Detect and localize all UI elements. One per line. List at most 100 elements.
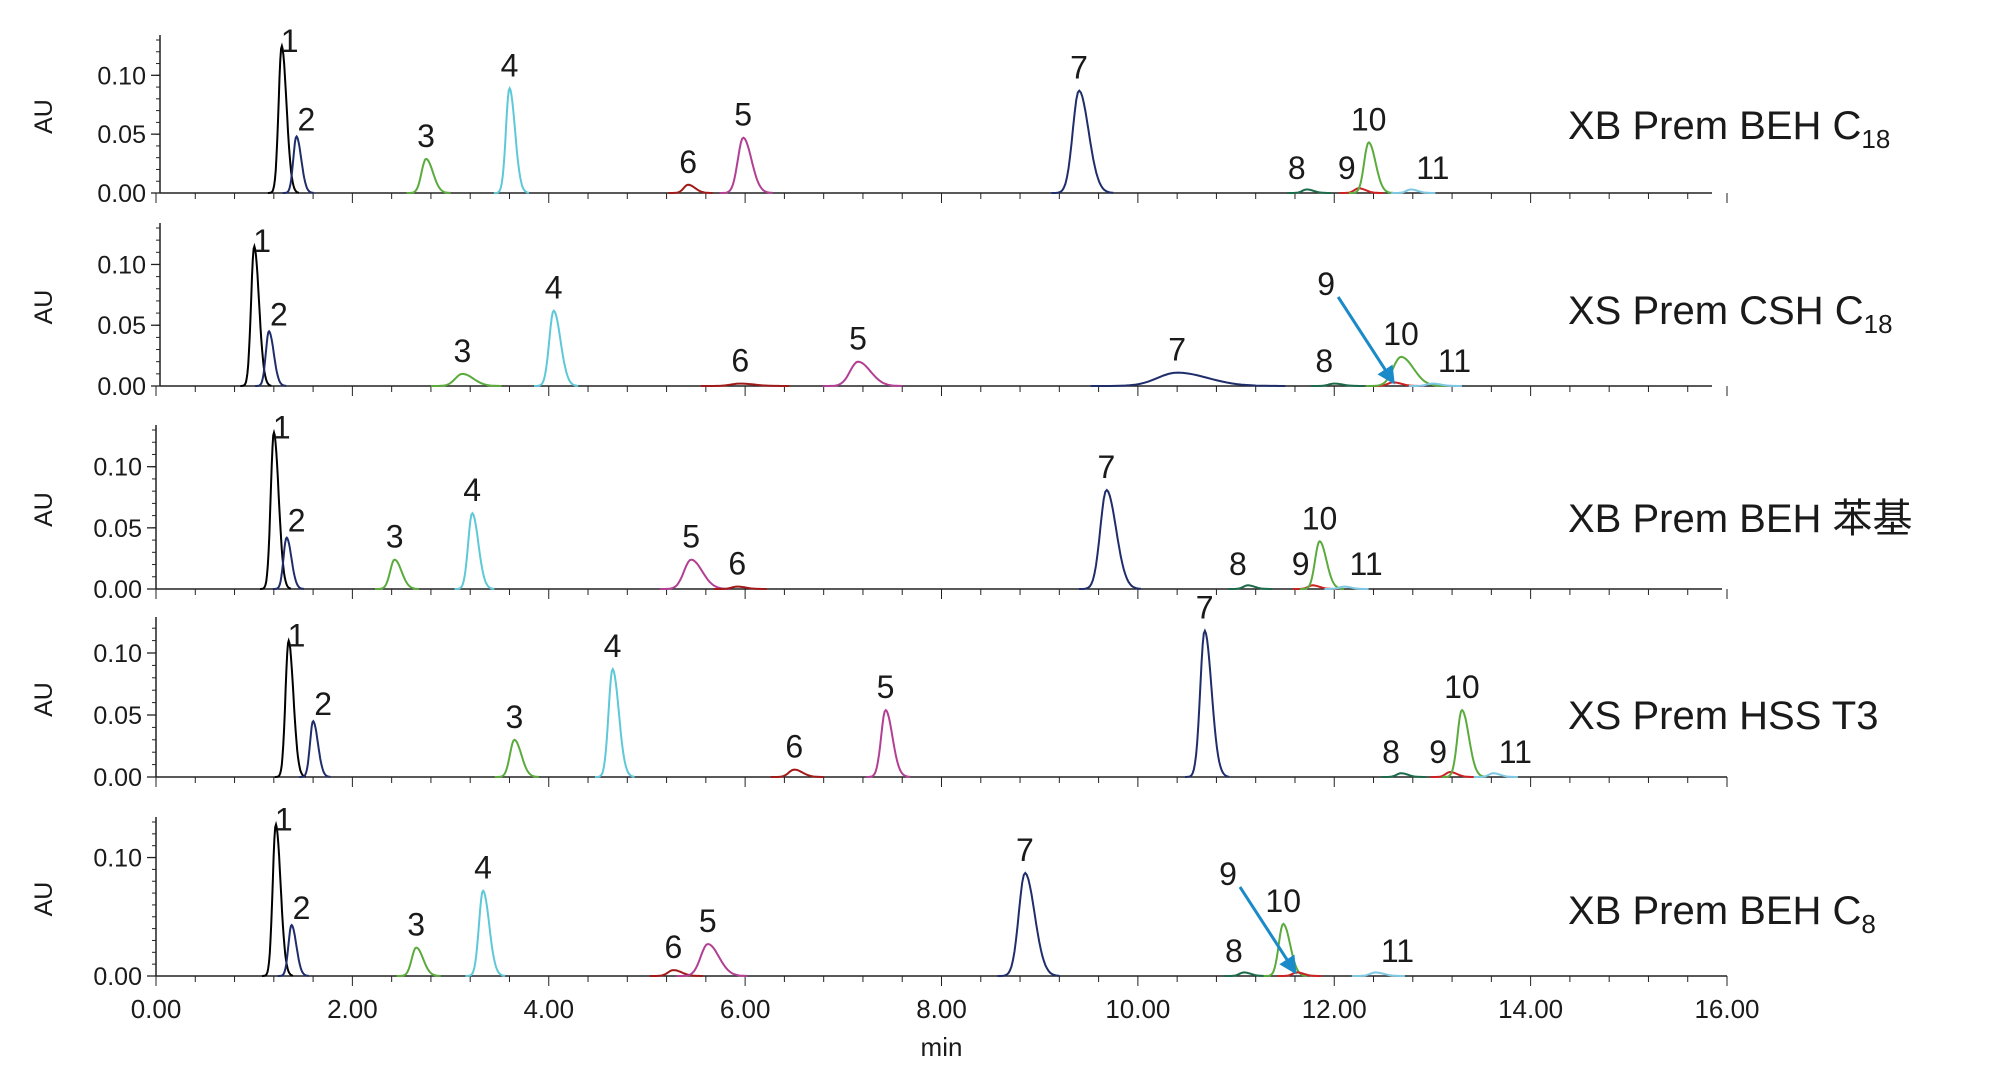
peak-trace-8 (1228, 584, 1273, 590)
peak-label-6: 6 (679, 144, 697, 180)
peak-label-6: 6 (731, 343, 749, 379)
x-tick-label: 10.00 (1105, 994, 1170, 1024)
peak-label-1: 1 (275, 801, 293, 837)
peak-trace-5 (719, 136, 773, 194)
x-tick-label: 4.00 (523, 994, 574, 1024)
peak-trace-9 (1277, 971, 1322, 977)
peak-trace-8 (1381, 772, 1426, 778)
y-tick-label: 0.00 (93, 576, 142, 604)
peak-label-5: 5 (682, 519, 700, 555)
peak-label-8: 8 (1315, 343, 1333, 379)
peak-label-5: 5 (877, 669, 895, 705)
peak-label-9: 9 (1338, 150, 1356, 186)
peak-label-10: 10 (1265, 883, 1301, 919)
peak-trace-4 (454, 511, 495, 590)
peak-label-2: 2 (270, 296, 288, 332)
peak-trace-10 (1299, 540, 1345, 590)
peak-trace-2 (282, 134, 314, 194)
peak-label-5: 5 (734, 97, 752, 133)
peak-label-9: 9 (1219, 856, 1237, 892)
x-tick-label: 6.00 (720, 994, 771, 1024)
peak-trace-2 (277, 923, 309, 977)
peak-label-9: 9 (1429, 734, 1447, 770)
y-tick-label: 0.00 (97, 180, 146, 208)
peak-label-11: 11 (1381, 933, 1414, 969)
y-tick-label: 0.10 (97, 251, 146, 279)
peak-label-6: 6 (665, 929, 683, 965)
peak-trace-3 (494, 738, 539, 778)
peak-trace-5 (865, 708, 911, 778)
peak-trace-4 (594, 667, 635, 778)
peak-label-5: 5 (699, 903, 717, 939)
y-tick-label: 0.00 (93, 963, 142, 991)
peak-label-4: 4 (463, 472, 481, 508)
y-tick-label: 0.05 (97, 312, 146, 340)
y-axis-title: AU (30, 290, 58, 325)
peak-label-4: 4 (545, 270, 563, 306)
peak-trace-8 (1224, 971, 1269, 977)
peak-label-6: 6 (785, 729, 803, 765)
peak-trace-4 (534, 309, 579, 387)
peak-trace-3 (375, 558, 420, 590)
y-tick-label: 0.10 (93, 845, 142, 873)
peak-trace-10 (1365, 355, 1446, 387)
peak-trace-11 (1391, 188, 1436, 194)
peak-trace-11 (1473, 772, 1518, 778)
peak-label-7: 7 (1196, 590, 1214, 626)
y-tick-label: 0.10 (93, 454, 142, 482)
y-tick-label: 0.05 (97, 121, 146, 149)
peak-label-11: 11 (1438, 343, 1471, 379)
peak-label-9: 9 (1317, 266, 1335, 302)
peak-trace-7 (997, 871, 1060, 977)
peak-label-8: 8 (1288, 150, 1306, 186)
peak-trace-6 (713, 585, 767, 590)
peak-label-4: 4 (474, 850, 492, 886)
peak-label-2: 2 (288, 503, 306, 539)
peak-trace-6 (770, 768, 824, 778)
x-tick-label: 16.00 (1694, 994, 1759, 1024)
peak-trace-10 (1442, 708, 1487, 778)
peak-label-5: 5 (849, 321, 867, 357)
peak-label-2: 2 (314, 686, 332, 722)
peak-trace-2 (299, 719, 331, 778)
peak-trace-2 (255, 329, 287, 387)
peak-label-10: 10 (1351, 101, 1387, 137)
peak-trace-11 (1324, 585, 1369, 590)
peak-trace-11 (1408, 382, 1462, 387)
peak-label-2: 2 (293, 890, 311, 926)
x-tick-label: 8.00 (916, 994, 967, 1024)
peak-label-7: 7 (1070, 50, 1088, 86)
peak-trace-1 (260, 428, 292, 590)
peak-trace-2 (272, 536, 304, 590)
peak-trace-9 (1339, 187, 1384, 194)
peak-9-arrow (1238, 886, 1297, 975)
panel-title: XS Prem CSH C18 (1568, 289, 1893, 339)
y-tick-label: 0.05 (93, 515, 142, 543)
peak-trace-1 (267, 42, 300, 194)
peak-label-6: 6 (728, 546, 746, 582)
peak-label-4: 4 (501, 47, 519, 83)
peak-trace-7 (1185, 628, 1230, 778)
peak-label-10: 10 (1444, 669, 1480, 705)
peak-label-3: 3 (417, 118, 435, 154)
peak-label-2: 2 (298, 102, 316, 138)
peak-9-arrow (1336, 296, 1395, 385)
peak-trace-10 (1349, 141, 1394, 194)
y-tick-label: 0.00 (97, 373, 146, 401)
panel-title: XB Prem BEH 苯基 (1568, 497, 1913, 541)
y-tick-label: 0.05 (93, 702, 142, 730)
x-tick-label: 0.00 (131, 994, 182, 1024)
peak-label-7: 7 (1016, 832, 1034, 868)
peak-label-8: 8 (1382, 734, 1400, 770)
y-axis-title: AU (30, 99, 58, 134)
y-tick-label: 0.10 (93, 640, 142, 668)
peak-label-10: 10 (1302, 500, 1338, 536)
peak-trace-11 (1351, 971, 1405, 977)
peak-label-3: 3 (407, 907, 425, 943)
peak-trace-8 (1310, 382, 1364, 387)
peak-label-9: 9 (1292, 546, 1310, 582)
peak-label-11: 11 (1416, 150, 1449, 186)
panel-title: XS Prem HSS T3 (1568, 694, 1878, 738)
peak-label-11: 11 (1499, 734, 1532, 770)
peak-trace-4 (493, 85, 530, 194)
